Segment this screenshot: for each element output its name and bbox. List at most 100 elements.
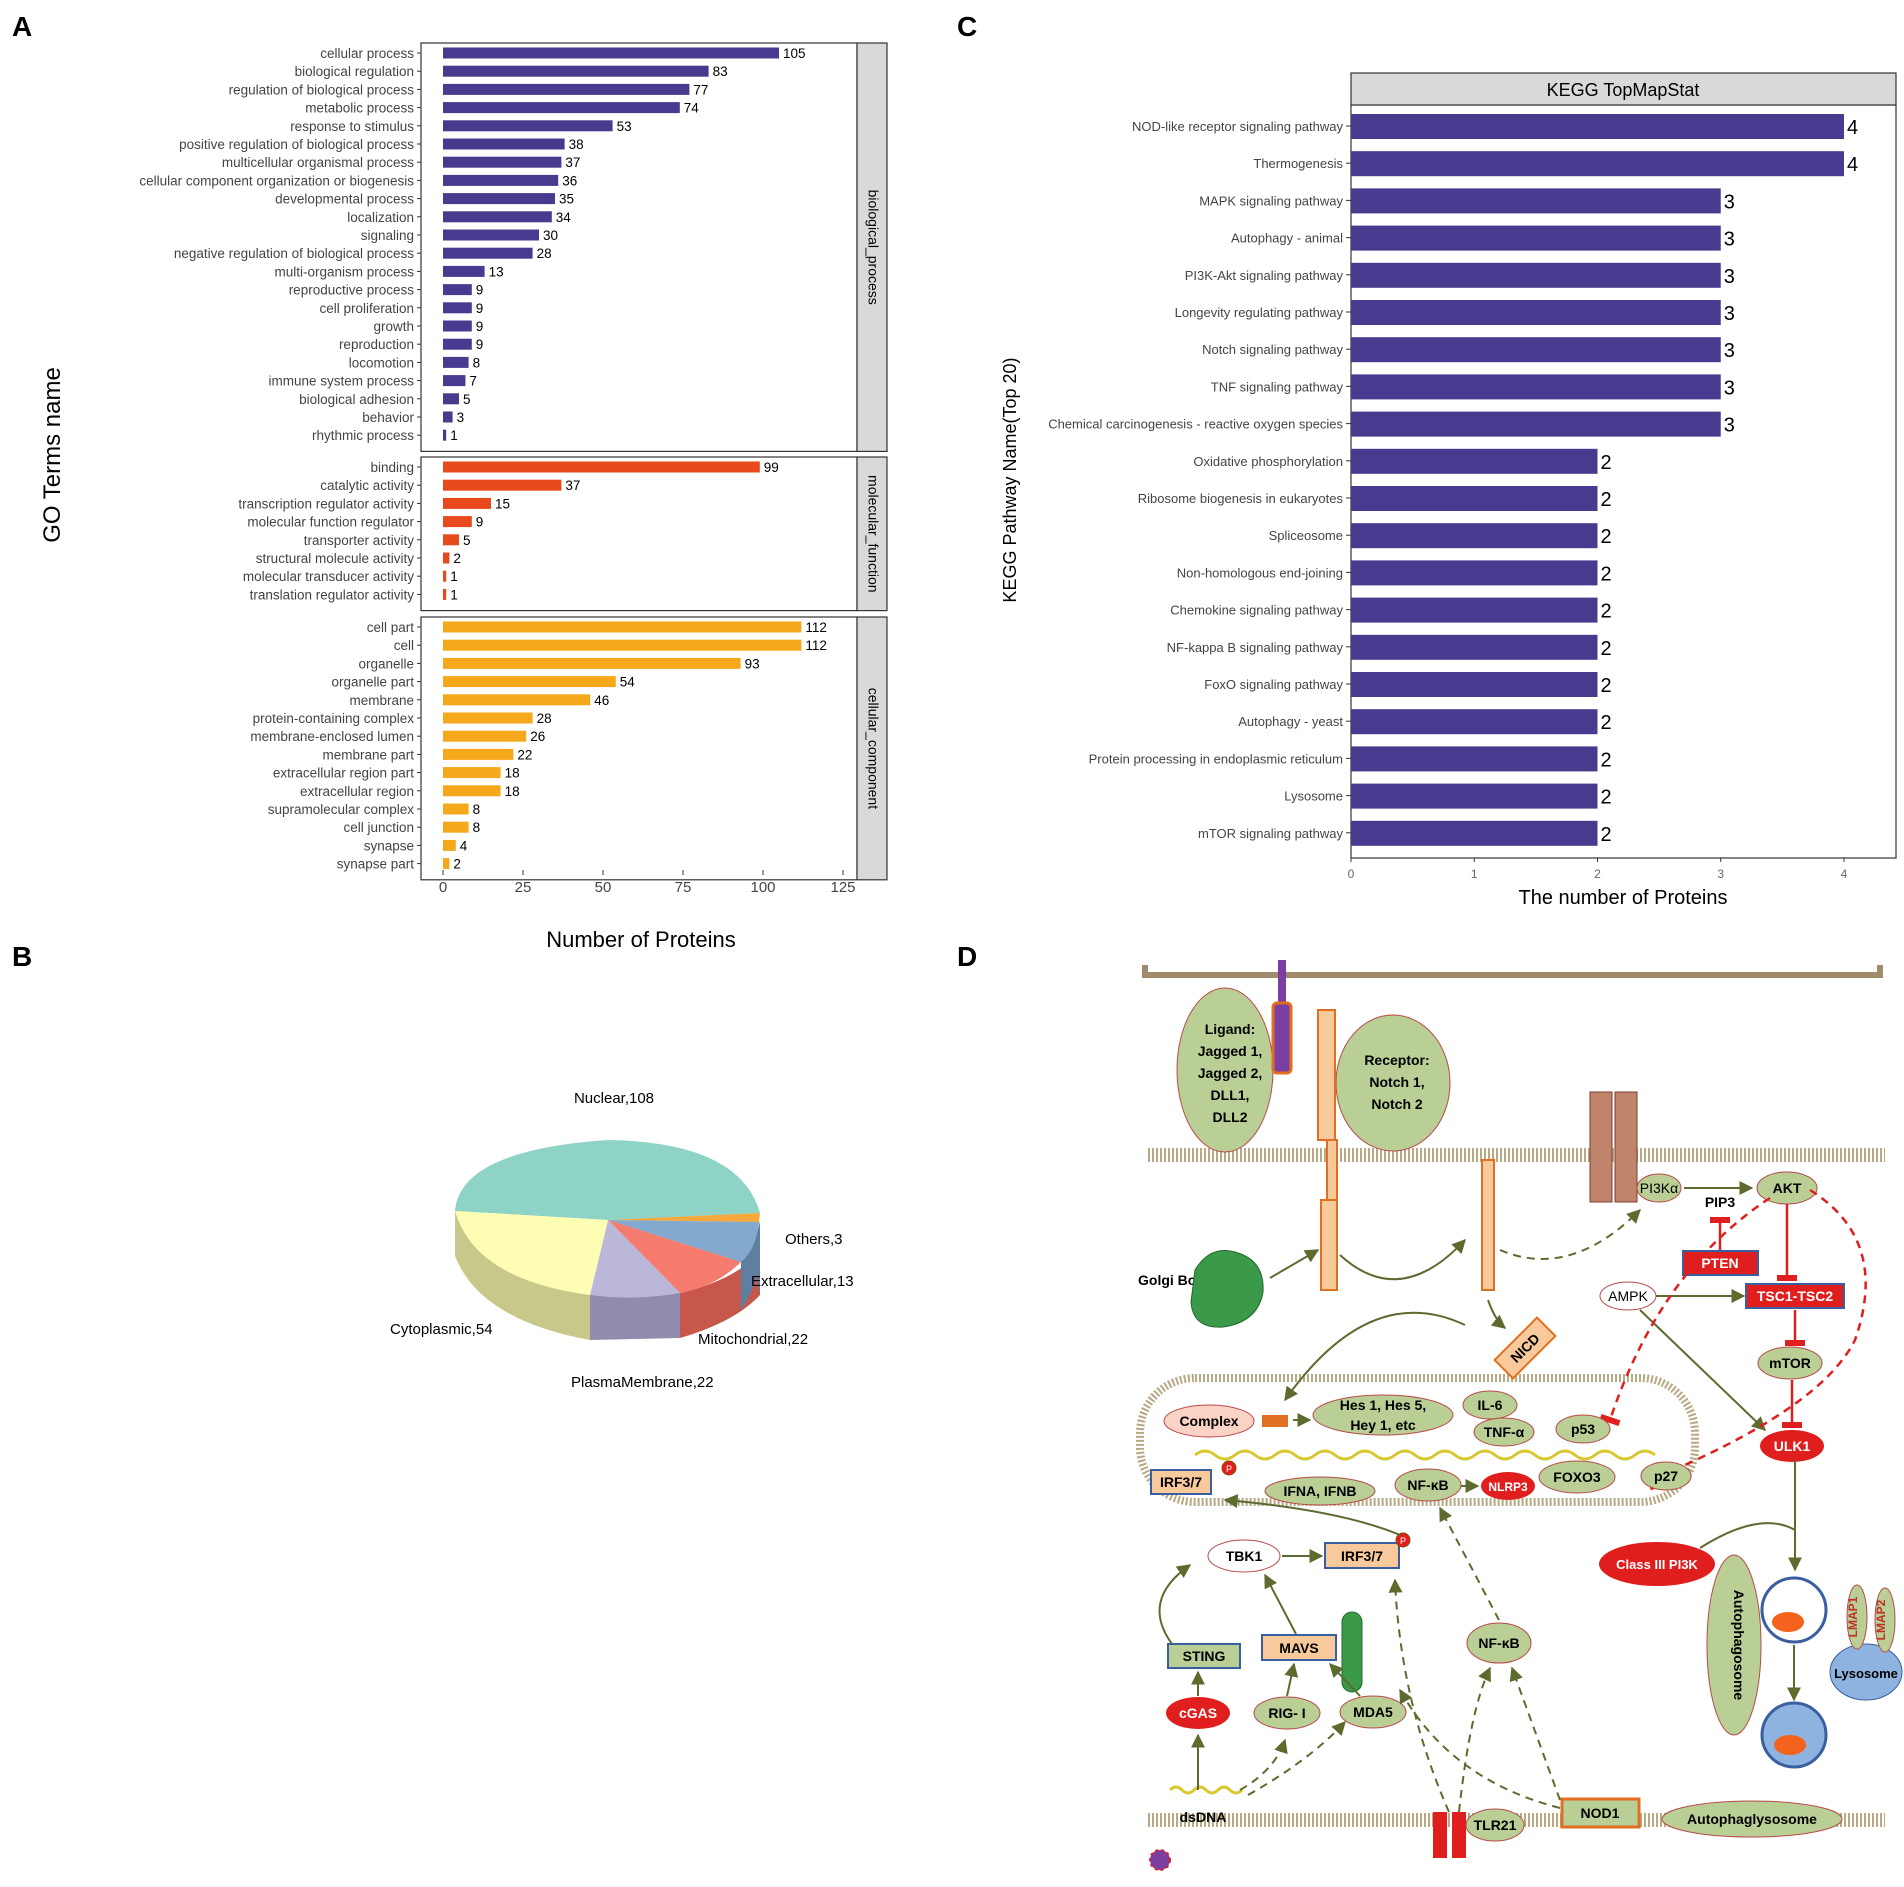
- kegg-bar: [1351, 597, 1598, 623]
- go-bar-value: 5: [463, 533, 471, 548]
- kegg-bar: [1351, 486, 1598, 511]
- pie-side-extracellular-2: [741, 1221, 760, 1310]
- ligand-line-4: DLL1,: [1211, 1087, 1250, 1103]
- go-bar: [443, 479, 562, 491]
- kegg-category-label: Autophagy - yeast: [1238, 714, 1343, 729]
- go-x-tick-label: 75: [675, 879, 692, 896]
- mda5-node: [1339, 1695, 1407, 1729]
- autophagolysosome: [1760, 1701, 1828, 1769]
- kegg-bar-value: 3: [1724, 229, 1735, 251]
- phospho-cytoplasm-label: P: [1400, 1536, 1406, 1546]
- kegg-category-label: Non-homologous end-joining: [1177, 565, 1343, 580]
- pie-label-others: Others,3: [785, 1231, 843, 1248]
- go-bar: [443, 534, 459, 546]
- go-category-label: positive regulation of biological proces…: [179, 137, 414, 152]
- nicd-node: [1493, 1316, 1557, 1380]
- nfkb-nucleus-label: NF-κB: [1407, 1477, 1448, 1493]
- go-facet-strip-cellular-component: [856, 616, 888, 881]
- nlrp3-node: [1481, 1472, 1535, 1500]
- go-category-label: rhythmic process: [312, 428, 414, 443]
- arrow-nicd-release: [1487, 1299, 1507, 1329]
- go-category-label: supramolecular complex: [268, 802, 415, 817]
- pie-slice-plasmamembrane: [590, 1220, 680, 1298]
- arrow-notch-pi3k: [1499, 1209, 1641, 1260]
- go-facet-strip-label-molecular-function: molecular_function: [865, 475, 881, 593]
- autophagosome-label-bubble: [1706, 1554, 1762, 1736]
- go-category-label: growth: [373, 319, 414, 334]
- p53-label: p53: [1571, 1421, 1595, 1437]
- lysosome-label: Lysosome: [1834, 1666, 1898, 1681]
- go-bar-value: 54: [620, 675, 636, 690]
- go-facet-strip-molecular-function: [856, 456, 888, 612]
- go-category-label: binding: [370, 460, 414, 475]
- kegg-category-label: NOD-like receptor signaling pathway: [1132, 119, 1343, 134]
- lysosome-body: [1829, 1643, 1903, 1701]
- go-bar: [443, 821, 469, 833]
- go-bar: [443, 211, 552, 223]
- go-bar-value: 93: [745, 656, 760, 671]
- kegg-x-axis-label: The number of Proteins: [1519, 887, 1728, 909]
- il6-node: [1462, 1390, 1518, 1420]
- go-bar: [443, 516, 472, 528]
- go-bar-value: 53: [617, 119, 632, 134]
- go-bar-value: 8: [473, 802, 481, 817]
- kegg-category-label: Longevity regulating pathway: [1175, 305, 1344, 320]
- pie-label-mitochondrial: Mitochondrial,22: [698, 1331, 808, 1348]
- go-facet-strip-label-cellular-component: cellular_component: [865, 688, 881, 810]
- pathway-diagram: Ligand: Jagged 1, Jagged 2, DLL1, DLL2 R…: [1136, 960, 1903, 1871]
- go-category-label: catalytic activity: [320, 478, 414, 493]
- cgas-node: [1166, 1697, 1230, 1729]
- go-category-label: cell junction: [343, 820, 414, 835]
- class3-pi3k-node: [1599, 1542, 1715, 1586]
- panel-label-d: D: [957, 941, 977, 972]
- tlr21-right: [1452, 1812, 1466, 1858]
- go-bar-value: 77: [693, 82, 708, 97]
- go-bar: [443, 694, 591, 706]
- kegg-bar-value: 2: [1601, 824, 1612, 846]
- kegg-category-label: Chemical carcinogenesis - reactive oxyge…: [1048, 417, 1343, 432]
- receptor-line-1: Receptor:: [1364, 1052, 1429, 1068]
- kegg-category-label: Autophagy - animal: [1231, 231, 1343, 246]
- ligand-line-5: DLL2: [1213, 1109, 1248, 1125]
- go-bar-value: 9: [476, 515, 484, 530]
- kegg-x-tick-label: 0: [1348, 867, 1355, 881]
- go-bar-value: 18: [505, 766, 520, 781]
- kegg-category-label: Thermogenesis: [1253, 156, 1343, 171]
- mavs-label: MAVS: [1279, 1640, 1318, 1656]
- go-category-label: cell: [394, 638, 414, 653]
- mavs-node: [1261, 1634, 1337, 1661]
- go-category-label: synapse part: [337, 857, 415, 872]
- go-bar-value: 9: [476, 319, 484, 334]
- tbk1-label: TBK1: [1226, 1548, 1263, 1564]
- go-category-label: molecular transducer activity: [243, 569, 414, 584]
- pie-label-plasmamembrane: PlasmaMembrane,22: [571, 1374, 714, 1391]
- phospho-cytoplasm: [1395, 1532, 1411, 1548]
- tsc-node: [1745, 1283, 1845, 1309]
- go-category-label: membrane part: [322, 747, 414, 762]
- kegg-category-label: mTOR signaling pathway: [1198, 826, 1343, 841]
- go-bar-value: 83: [713, 64, 728, 79]
- mitochondrion: [1341, 1611, 1363, 1693]
- arrow-tlr21-nfkb: [1458, 1666, 1491, 1813]
- go-bar: [443, 65, 709, 77]
- kegg-category-label: Ribosome biogenesis in eukaryotes: [1138, 491, 1344, 506]
- complex-notch-part: [1262, 1415, 1288, 1427]
- tnf-label: TNF-α: [1484, 1424, 1525, 1440]
- go-category-label: organelle: [358, 656, 414, 671]
- go-bar-value: 8: [473, 355, 481, 370]
- ligand-protein: [1271, 1001, 1293, 1075]
- go-bar-value: 13: [489, 264, 504, 279]
- kegg-bar-value: 3: [1724, 266, 1735, 288]
- pie-side-plasmamembrane: [590, 1293, 680, 1340]
- dsdna-label: dsDNA: [1180, 1809, 1227, 1825]
- go-bar-value: 1: [450, 428, 458, 443]
- rig-node: [1253, 1696, 1321, 1730]
- kegg-category-label: NF-kappa B signaling pathway: [1167, 640, 1344, 655]
- kegg-category-label: MAPK signaling pathway: [1199, 193, 1343, 208]
- kegg-x-tick-label: 1: [1471, 867, 1478, 881]
- sting-node: [1167, 1643, 1241, 1669]
- go-category-label: localization: [347, 210, 414, 225]
- go-y-axis-label: GO Terms name: [39, 367, 66, 543]
- kegg-bar-value: 2: [1601, 712, 1612, 734]
